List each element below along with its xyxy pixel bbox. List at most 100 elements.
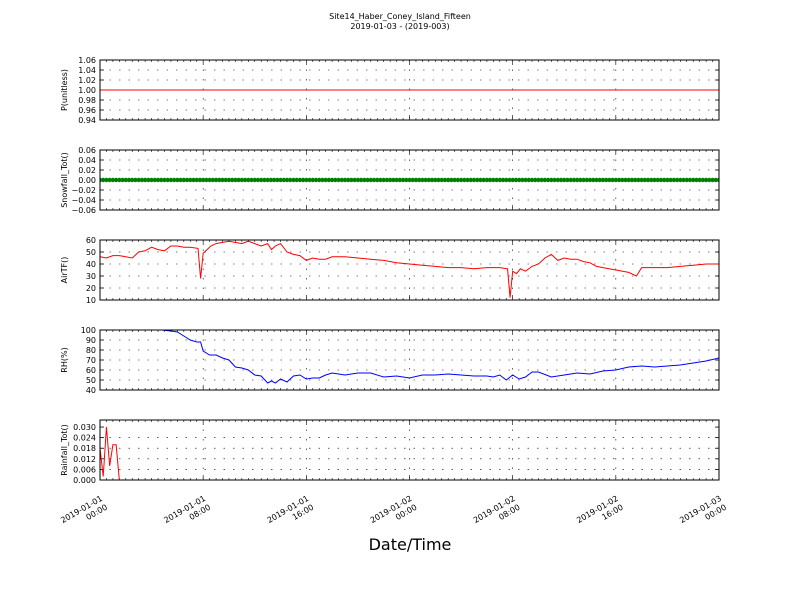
data-point (549, 177, 554, 183)
data-point (229, 177, 235, 183)
data-point (449, 177, 454, 183)
data-point (204, 177, 209, 183)
chart-title-line2: 2019-01-03 - (2019-003) (350, 22, 449, 31)
data-point (600, 177, 606, 183)
data-point (652, 177, 657, 183)
y-tick-label: 50 (86, 376, 96, 385)
data-point (213, 177, 219, 183)
data-point (433, 177, 438, 183)
y-tick-label: 30 (86, 272, 96, 281)
data-point (639, 177, 644, 183)
data-point (713, 177, 718, 183)
data-point (375, 177, 380, 183)
data-point (574, 177, 580, 183)
data-point (481, 177, 486, 183)
data-point (387, 177, 393, 183)
data-point (313, 177, 319, 183)
data-point (391, 177, 396, 183)
data-point (694, 177, 699, 183)
y-tick-label: 0.02 (78, 166, 96, 175)
data-point (420, 177, 425, 183)
data-point (297, 177, 303, 183)
data-point (558, 177, 564, 183)
data-point (494, 177, 499, 183)
y-tick-label: −0.06 (71, 206, 96, 215)
y-tick-label: 0.06 (78, 146, 96, 155)
y-tick-label: 0.04 (78, 156, 96, 165)
data-point (304, 177, 309, 183)
data-point (323, 177, 328, 183)
data-point (636, 177, 641, 183)
data-point (516, 177, 522, 183)
data-point (355, 177, 361, 183)
data-point (101, 177, 106, 183)
y-tick-label: 40 (86, 386, 96, 395)
data-point (645, 177, 651, 183)
y-axis-label: Snowfall_Tot() (60, 152, 69, 208)
data-point (139, 177, 145, 183)
data-point (162, 177, 167, 183)
data-point (578, 177, 583, 183)
data-point (126, 177, 132, 183)
data-point (587, 177, 593, 183)
data-point (458, 177, 464, 183)
data-point (536, 177, 541, 183)
data-point (642, 177, 648, 183)
y-tick-label: 0.024 (73, 434, 96, 443)
data-point (317, 177, 322, 183)
data-point (655, 177, 660, 183)
y-tick-label: 100 (81, 326, 96, 335)
subplot-1: 0.940.960.981.001.021.041.06 P(unitless) (60, 56, 720, 125)
data-point (378, 177, 383, 183)
data-point (142, 177, 148, 183)
data-point (400, 177, 406, 183)
subplot-3: 10 20 30 40 50 60 AirTF() (60, 236, 720, 305)
data-point (255, 177, 261, 183)
data-point (526, 177, 531, 183)
y-tick-label: 70 (86, 356, 96, 365)
data-point (207, 177, 212, 183)
data-point (300, 177, 306, 183)
axes-frame (99, 59, 720, 121)
y-tick-label: 0.012 (73, 455, 96, 464)
data-point (542, 177, 548, 183)
data-point (607, 177, 612, 183)
data-point (581, 177, 586, 183)
data-point (223, 177, 228, 183)
y-tick-label: 0.98 (78, 96, 96, 105)
data-point (107, 177, 112, 183)
data-point (349, 177, 354, 183)
y-tick-label: 0.030 (73, 423, 96, 432)
data-point (471, 177, 477, 183)
data-point (500, 177, 506, 183)
data-point (381, 177, 386, 183)
y-tick-label: 1.02 (78, 76, 96, 85)
data-point (716, 177, 719, 183)
data-point (710, 177, 715, 183)
data-point (110, 177, 116, 183)
chart-title-line1: Site14_Haber_Coney_Island_Fifteen (329, 12, 471, 21)
data-point (484, 177, 490, 183)
data-point (445, 177, 451, 183)
x-tick-label: 2019-01-0116:00 (266, 494, 316, 534)
y-tick-label: −0.02 (71, 186, 96, 195)
data-point (620, 177, 625, 183)
data-point (252, 177, 257, 183)
data-point (616, 177, 622, 183)
data-point (346, 177, 351, 183)
data-point (278, 177, 283, 183)
data-point (462, 177, 467, 183)
data-point (475, 177, 480, 183)
data-point (113, 177, 119, 183)
data-point (671, 177, 677, 183)
data-point (130, 177, 135, 183)
data-point (703, 177, 709, 183)
series-line (100, 427, 719, 480)
data-point (336, 177, 341, 183)
data-point (320, 177, 325, 183)
data-point (533, 177, 538, 183)
data-point (610, 177, 615, 183)
y-tick-label: 0.94 (78, 116, 96, 125)
